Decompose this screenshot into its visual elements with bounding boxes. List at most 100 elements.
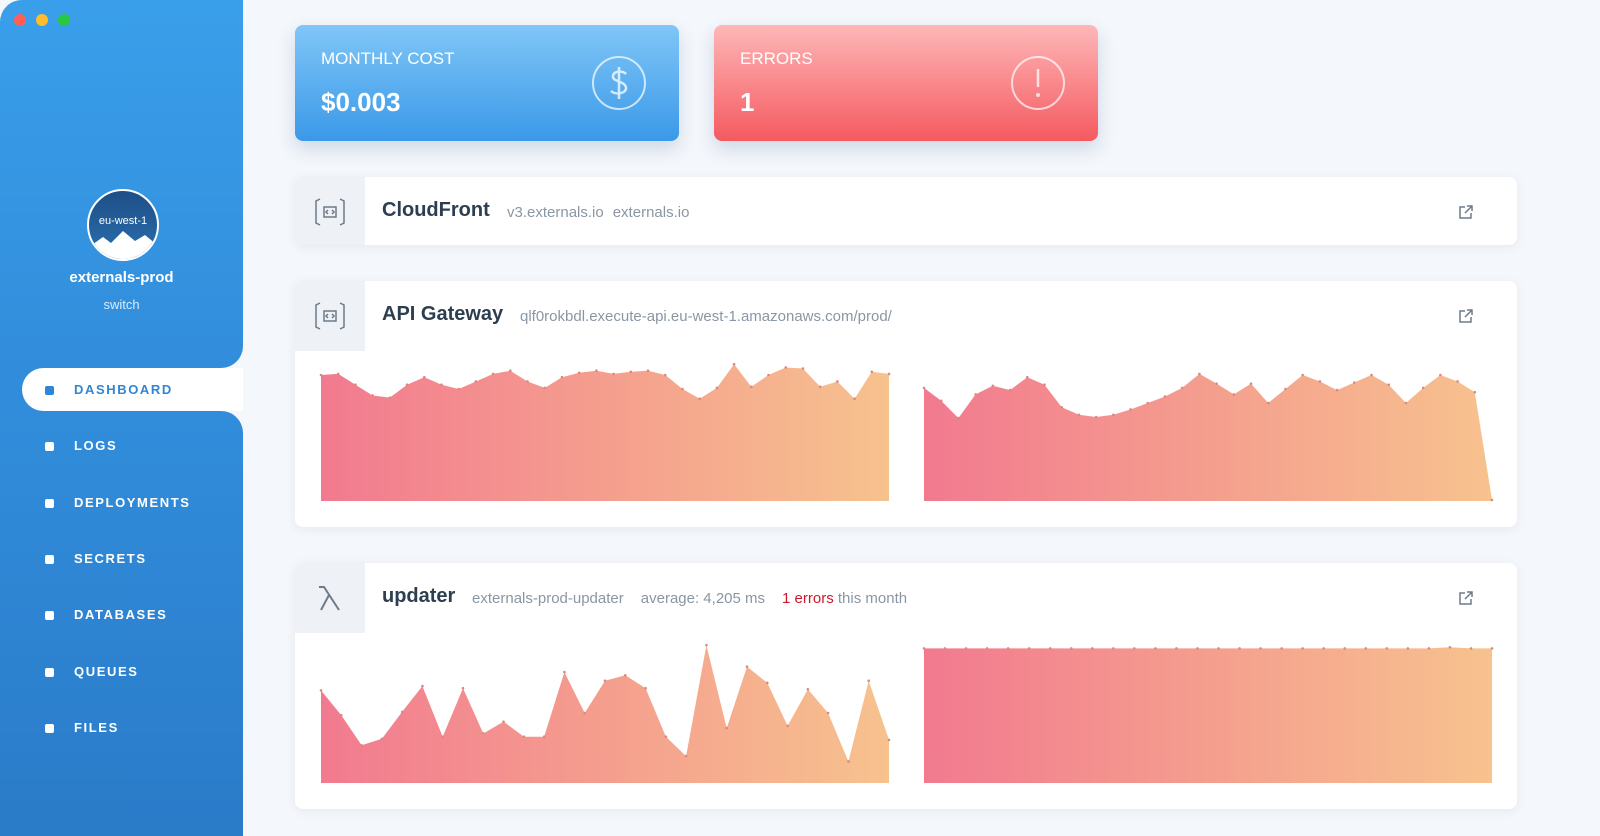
point	[1008, 388, 1012, 392]
point	[922, 647, 926, 650]
nav-item[interactable]: DEPLOYMENTS	[74, 494, 191, 510]
point	[1469, 647, 1473, 650]
point	[1027, 647, 1031, 650]
point	[1473, 390, 1477, 394]
service-panel: API Gateway qlf0rokbdl.execute-api.eu-wes…	[295, 281, 1517, 527]
point	[684, 754, 688, 758]
icon-glyph	[315, 302, 345, 330]
nav-item[interactable]: LOGS	[74, 438, 118, 454]
point	[1427, 647, 1431, 650]
point	[405, 383, 409, 386]
card-icon	[1011, 56, 1065, 110]
point	[336, 372, 340, 376]
point	[457, 387, 460, 391]
point	[542, 735, 546, 738]
service-panel: updater externals-prod-updater average: 4,…	[295, 563, 1517, 809]
minimize-button[interactable]	[36, 14, 48, 26]
point	[1090, 647, 1094, 650]
open-external[interactable]	[1458, 308, 1474, 324]
point	[784, 366, 788, 369]
icon-ring	[592, 56, 646, 110]
point	[1280, 647, 1283, 650]
region-avatar[interactable]: eu-west-1	[87, 189, 159, 261]
point	[461, 686, 465, 690]
nav-icon	[45, 442, 54, 452]
point	[1077, 413, 1081, 417]
point	[853, 397, 856, 400]
nav-item[interactable]: SECRETS	[74, 550, 147, 566]
point	[1025, 375, 1029, 379]
point	[943, 647, 947, 650]
point	[1129, 408, 1132, 411]
point	[319, 689, 323, 692]
point	[1343, 647, 1347, 650]
sidebar-header	[0, 0, 243, 368]
nav-item[interactable]: DATABASES	[74, 607, 168, 623]
external-glyph	[1459, 309, 1473, 323]
icon-glyph	[315, 198, 345, 226]
point	[705, 643, 708, 647]
point	[319, 373, 323, 377]
service-details: qlf0rokbdl.execute-api.eu-west-1.amazona…	[520, 308, 892, 325]
point	[826, 711, 830, 715]
sparkline-chart	[922, 372, 1494, 502]
point	[360, 744, 363, 747]
nav-item[interactable]: QUEUES	[74, 663, 139, 679]
open-external[interactable]	[1458, 204, 1474, 220]
point	[440, 383, 443, 386]
point	[767, 373, 770, 377]
service-detail: externals.io	[612, 204, 690, 221]
service-icon	[295, 281, 365, 351]
point	[1198, 372, 1201, 376]
open-external[interactable]	[1458, 590, 1474, 606]
stat-card: ERRORS 1	[714, 25, 1098, 141]
point	[786, 724, 789, 728]
point	[1387, 383, 1391, 386]
point	[1406, 647, 1410, 650]
point	[339, 713, 343, 717]
point	[441, 735, 445, 738]
point	[1385, 647, 1389, 650]
sidebar-nav-bg	[0, 411, 243, 836]
point	[629, 370, 633, 374]
service-detail: qlf0rokbdl.execute-api.eu-west-1.amazona…	[520, 308, 892, 325]
point	[1448, 646, 1452, 649]
stat-card: MONTHLY COST $0.003	[295, 25, 679, 141]
point	[1322, 647, 1326, 650]
point	[750, 385, 753, 389]
point	[481, 732, 485, 735]
point	[1439, 373, 1442, 377]
point	[1215, 382, 1218, 385]
point	[974, 393, 977, 396]
point	[577, 371, 581, 375]
point	[1370, 373, 1373, 377]
point	[745, 665, 749, 668]
point	[1154, 647, 1157, 650]
point	[1353, 381, 1356, 384]
point	[801, 367, 805, 370]
point	[1266, 401, 1270, 405]
gateway-glyph	[315, 198, 345, 226]
point	[922, 386, 926, 390]
nav-item[interactable]: DASHBOARD	[74, 382, 173, 397]
close-button[interactable]	[14, 14, 26, 26]
point	[1043, 383, 1046, 386]
nav-icon	[45, 723, 54, 733]
point	[612, 372, 615, 376]
point	[870, 370, 874, 374]
region-label: eu-west-1	[98, 215, 148, 227]
point	[1404, 401, 1408, 405]
point	[698, 397, 701, 400]
switch-link[interactable]: switch	[103, 297, 140, 312]
point	[400, 710, 404, 714]
error-count: 1 errors	[782, 590, 834, 607]
point	[887, 738, 891, 742]
point	[560, 375, 564, 379]
nav-item[interactable]: FILES	[74, 719, 119, 735]
point	[663, 373, 667, 377]
zoom-button[interactable]	[58, 14, 70, 26]
point	[985, 647, 989, 650]
service-detail: v3.externals.io	[507, 204, 604, 221]
